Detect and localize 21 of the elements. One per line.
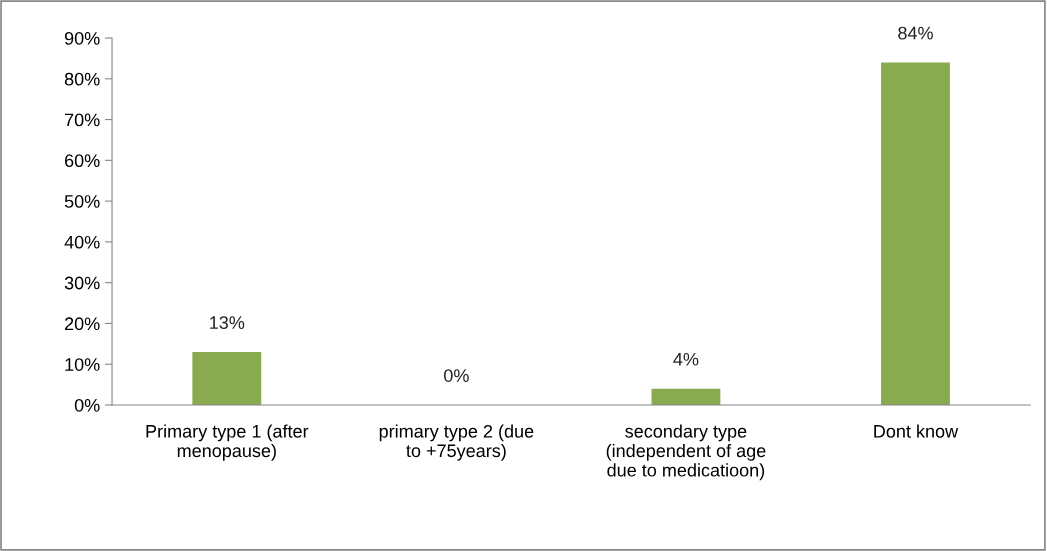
x-tick-label: Dont know [874,424,959,438]
y-tick-label: 50% [64,195,100,208]
x-tick-label: secondary type (independent of age due to medicatioon) [606,424,766,481]
data-label: 84% [898,26,933,40]
y-tick-label: 20% [65,317,100,331]
y-tick-label: 90% [64,31,100,45]
data-label: 0% [444,369,469,382]
y-tick-label: 0% [74,398,100,412]
y-tick-label: 80% [64,72,100,86]
data-label: 4% [673,352,699,366]
bar [651,388,721,405]
x-tick-label: primary type 2 (due to +75years) [379,424,534,461]
bar [192,351,262,405]
y-tick-label: 60% [65,154,100,168]
bar [881,62,950,405]
data-label: 13% [210,316,245,329]
y-tick-label: 30% [64,276,100,290]
y-tick-label: 40% [64,235,100,249]
x-tick-label: Primary type 1 (after menopause) [146,424,309,461]
y-tick-label: 70% [65,113,100,127]
y-tick-label: 10% [65,358,100,371]
